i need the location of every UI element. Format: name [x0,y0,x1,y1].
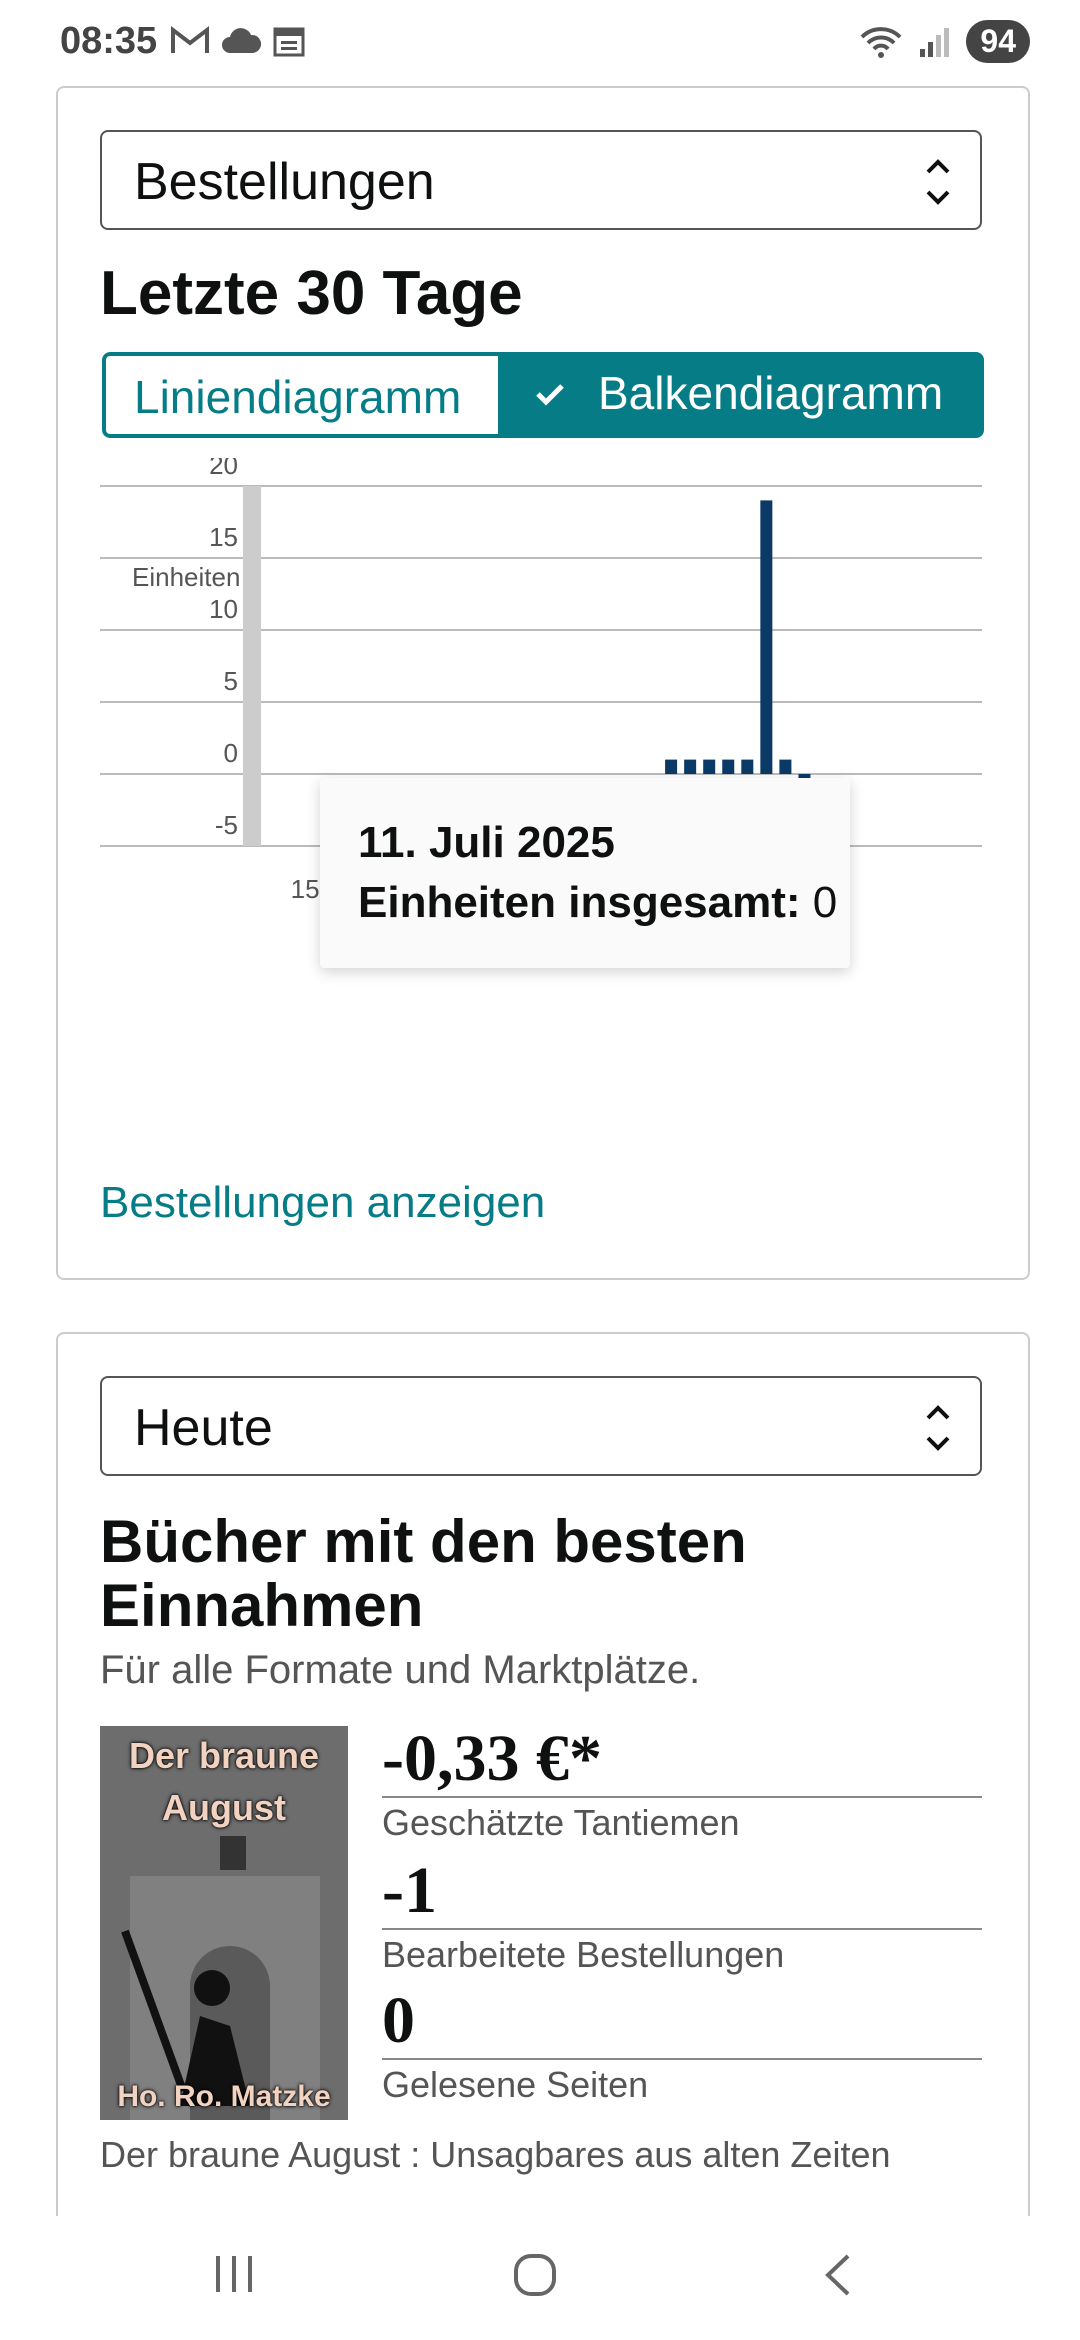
y-tick-label: 10 [209,594,238,624]
orders-heading: Letzte 30 Tage [100,259,523,328]
back-icon[interactable] [818,2252,858,2298]
top-books-heading-line1: Bücher mit den besten [100,1508,747,1575]
chart-tooltip: 11. Juli 2025 Einheiten insgesamt: 0 [320,778,850,968]
y-tick-label: 0 [224,738,238,768]
bar[interactable] [760,500,773,774]
top-books-heading: Bücher mit den besten Einnahmen [100,1510,747,1638]
top-books-card: Heute Bücher mit den besten Einnahmen Fü… [56,1332,1030,2334]
wifi-icon [860,26,902,58]
tooltip-total-value: 0 [812,878,838,927]
top-books-subtitle: Für alle Formate und Marktplätze. [100,1648,701,1692]
bar[interactable] [779,759,792,774]
tooltip-total-label: Einheiten insgesamt: [358,878,801,927]
calendar-icon [273,27,305,57]
orders-value: -1 [382,1854,437,1927]
divider [382,1928,982,1930]
status-bar: 08:35 94 [0,0,1080,84]
book-cover-author: Ho. Ro. Matzke [117,2080,331,2113]
book-cover-title: Der braune August [100,1730,348,1834]
y-tick-label: -5 [215,810,238,840]
highlight-bar[interactable] [243,486,261,846]
bar[interactable] [684,759,697,774]
top-books-heading-line2: Einnahmen [100,1572,424,1639]
royalties-label: Geschätzte Tantiemen [382,1802,740,1843]
line-chart-option[interactable]: Liniendiagramm [102,352,502,438]
line-chart-label: Liniendiagramm [134,371,462,423]
y-tick-label: 15 [209,522,238,552]
metric-orders: -1 Bearbeitete Bestellungen [382,1854,982,1976]
chevron-up-down-icon [926,159,950,205]
divider [382,1796,982,1798]
pages-read-value: 0 [382,1984,415,2057]
cloud-icon [222,28,262,53]
book-cover-art [100,1726,348,2120]
tooltip-date: 11. Juli 2025 [358,818,615,867]
chart-type-toggle: Liniendiagramm Balkendiagramm [102,352,984,438]
book-cover-title-line1: Der braune [128,1735,320,1776]
system-navigation-bar [0,2216,1080,2340]
bar-chart-label: Balkendiagramm [598,367,944,419]
battery-indicator: 94 [966,20,1030,63]
book-cover[interactable]: Der braune August Ho. Ro. Matzke [100,1726,348,2120]
y-tick-label: 5 [224,666,238,696]
bar[interactable] [722,759,735,774]
gmail-icon [171,25,209,53]
recents-icon[interactable] [212,2252,256,2296]
bar-chart-option[interactable]: Balkendiagramm [502,352,984,438]
notification-icons [170,24,306,58]
bar[interactable] [741,759,754,774]
period-select-value: Heute [134,1399,273,1457]
orders-card: Bestellungen Letzte 30 Tage Liniendiagra… [56,86,1030,1280]
period-select[interactable]: Heute [100,1376,982,1476]
home-icon[interactable] [512,2252,558,2298]
checkmark-icon [536,384,564,406]
metric-pages-read: 0 Gelesene Seiten [382,1984,982,2106]
status-time: 08:35 [60,20,158,62]
orders-type-select-value: Bestellungen [134,153,435,211]
divider [382,2058,982,2060]
signal-icon [920,27,950,57]
pages-read-label: Gelesene Seiten [382,2064,649,2105]
orders-label: Bearbeitete Bestellungen [382,1934,785,1975]
y-tick-label: 20 [209,458,238,480]
y-axis-label: Einheiten [132,562,240,592]
chevron-up-down-icon [926,1405,950,1451]
metric-royalties: -0,33 €* Geschätzte Tantiemen [382,1722,982,1844]
tooltip-total: Einheiten insgesamt: 0 [358,878,837,928]
view-orders-link[interactable]: Bestellungen anzeigen [100,1178,546,1227]
system-icons: 94 [858,20,1030,63]
bar[interactable] [665,759,678,774]
bar[interactable] [703,759,716,774]
royalties-value: -0,33 €* [382,1722,602,1795]
book-cover-title-line2: August [162,1787,286,1828]
orders-type-select[interactable]: Bestellungen [100,130,982,230]
book-title[interactable]: Der braune August : Unsagbares aus alten… [100,2134,891,2175]
